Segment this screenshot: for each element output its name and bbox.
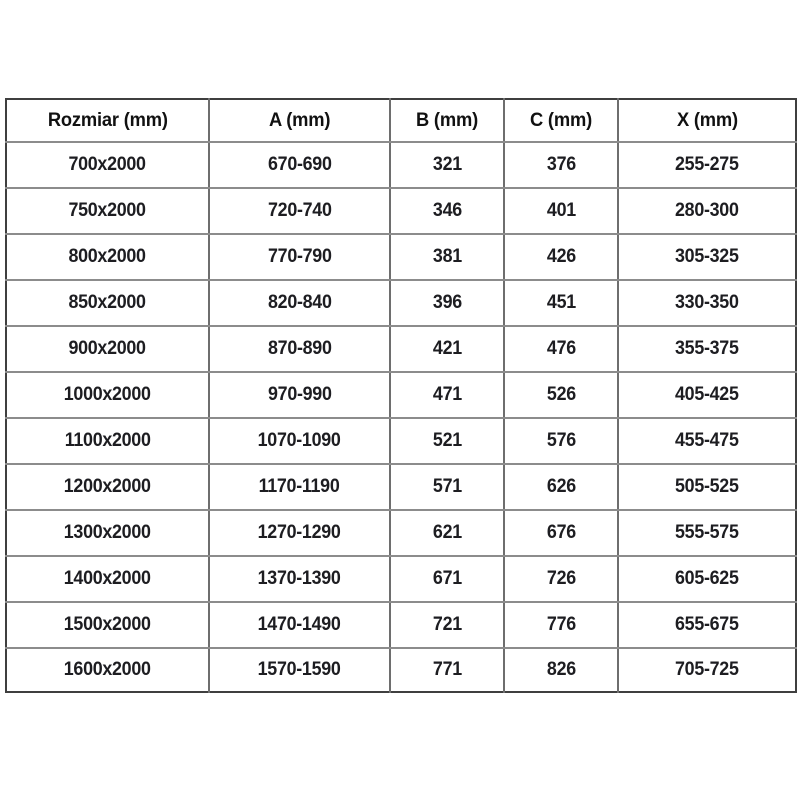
cell-b: 521 [390,418,505,465]
cell-c: 776 [504,602,619,649]
column-header-a-label: A (mm) [268,109,331,131]
table-row: 850x2000 820-840 396 451 330-350 [6,280,796,327]
column-header-x-label: X (mm) [676,109,738,131]
cell-c: 626 [504,464,619,511]
cell-a: 820-840 [209,280,391,327]
cell-c: 826 [504,648,619,692]
table-row: 1000x2000 970-990 471 526 405-425 [6,372,796,419]
column-header-rozmiar-label: Rozmiar (mm) [47,109,168,131]
cell-rozmiar: 850x2000 [6,280,210,327]
cell-b: 571 [390,464,505,511]
cell-b: 396 [390,280,505,327]
table-row: 800x2000 770-790 381 426 305-325 [6,234,796,281]
table-row: 750x2000 720-740 346 401 280-300 [6,188,796,235]
cell-x: 555-575 [618,510,796,557]
cell-a: 1070-1090 [209,418,391,465]
cell-b: 346 [390,188,505,235]
cell-a: 1370-1390 [209,556,391,603]
cell-rozmiar: 1200x2000 [6,464,210,511]
table-header-row: Rozmiar (mm) A (mm) B (mm) C (mm) X (mm) [6,99,796,143]
cell-b: 321 [390,142,505,189]
table-row: 1100x2000 1070-1090 521 576 455-475 [6,418,796,465]
column-header-b: B (mm) [390,99,505,143]
cell-a: 1470-1490 [209,602,391,649]
cell-c: 401 [504,188,619,235]
cell-x: 305-325 [618,234,796,281]
cell-x: 655-675 [618,602,796,649]
column-header-c-label: C (mm) [529,109,593,131]
column-header-x: X (mm) [618,99,796,143]
cell-x: 455-475 [618,418,796,465]
cell-a: 720-740 [209,188,391,235]
cell-c: 576 [504,418,619,465]
cell-a: 970-990 [209,372,391,419]
cell-x: 505-525 [618,464,796,511]
table-row: 1200x2000 1170-1190 571 626 505-525 [6,464,796,511]
table-row: 900x2000 870-890 421 476 355-375 [6,326,796,373]
column-header-a: A (mm) [209,99,391,143]
cell-x: 330-350 [618,280,796,327]
column-header-c: C (mm) [504,99,619,143]
cell-b: 721 [390,602,505,649]
cell-c: 426 [504,234,619,281]
cell-rozmiar: 1000x2000 [6,372,210,419]
table-row: 1600x2000 1570-1590 771 826 705-725 [6,648,796,692]
column-header-b-label: B (mm) [415,109,479,131]
cell-c: 376 [504,142,619,189]
cell-x: 605-625 [618,556,796,603]
cell-a: 1170-1190 [209,464,391,511]
cell-a: 1570-1590 [209,648,391,692]
cell-c: 526 [504,372,619,419]
cell-x: 280-300 [618,188,796,235]
cell-b: 621 [390,510,505,557]
table-row: 700x2000 670-690 321 376 255-275 [6,142,796,189]
cell-c: 676 [504,510,619,557]
cell-rozmiar: 700x2000 [6,142,210,189]
cell-rozmiar: 1500x2000 [6,602,210,649]
cell-c: 726 [504,556,619,603]
table-header: Rozmiar (mm) A (mm) B (mm) C (mm) X (mm) [6,99,796,143]
cell-rozmiar: 900x2000 [6,326,210,373]
cell-x: 705-725 [675,659,739,680]
column-header-rozmiar: Rozmiar (mm) [6,99,210,143]
cell-b: 421 [390,326,505,373]
cell-c: 476 [504,326,619,373]
cell-rozmiar: 800x2000 [6,234,210,281]
cell-a: 670-690 [209,142,391,189]
cell-x: 355-375 [618,326,796,373]
cell-rozmiar: 1100x2000 [6,418,210,465]
cell-x: 405-425 [618,372,796,419]
cell-a: 770-790 [209,234,391,281]
cell-rozmiar: 750x2000 [6,188,210,235]
cell-b: 471 [390,372,505,419]
table-row: 1300x2000 1270-1290 621 676 555-575 [6,510,796,557]
cell-c: 451 [504,280,619,327]
cell-rozmiar: 1300x2000 [6,510,210,557]
cell-x: 255-275 [618,142,796,189]
specification-table: Rozmiar (mm) A (mm) B (mm) C (mm) X (mm)… [5,98,797,693]
table-body: 700x2000 670-690 321 376 255-275 750x200… [6,142,796,692]
table-row: 1500x2000 1470-1490 721 776 655-675 [6,602,796,649]
table-row: 1400x2000 1370-1390 671 726 605-625 [6,556,796,603]
cell-a: 870-890 [209,326,391,373]
cell-rozmiar: 1400x2000 [6,556,210,603]
specification-table-container: Rozmiar (mm) A (mm) B (mm) C (mm) X (mm)… [5,98,797,704]
cell-a: 1270-1290 [209,510,391,557]
cell-rozmiar: 1600x2000 [6,648,210,692]
cell-b: 381 [390,234,505,281]
cell-b: 771 [390,648,505,692]
cell-b: 671 [390,556,505,603]
